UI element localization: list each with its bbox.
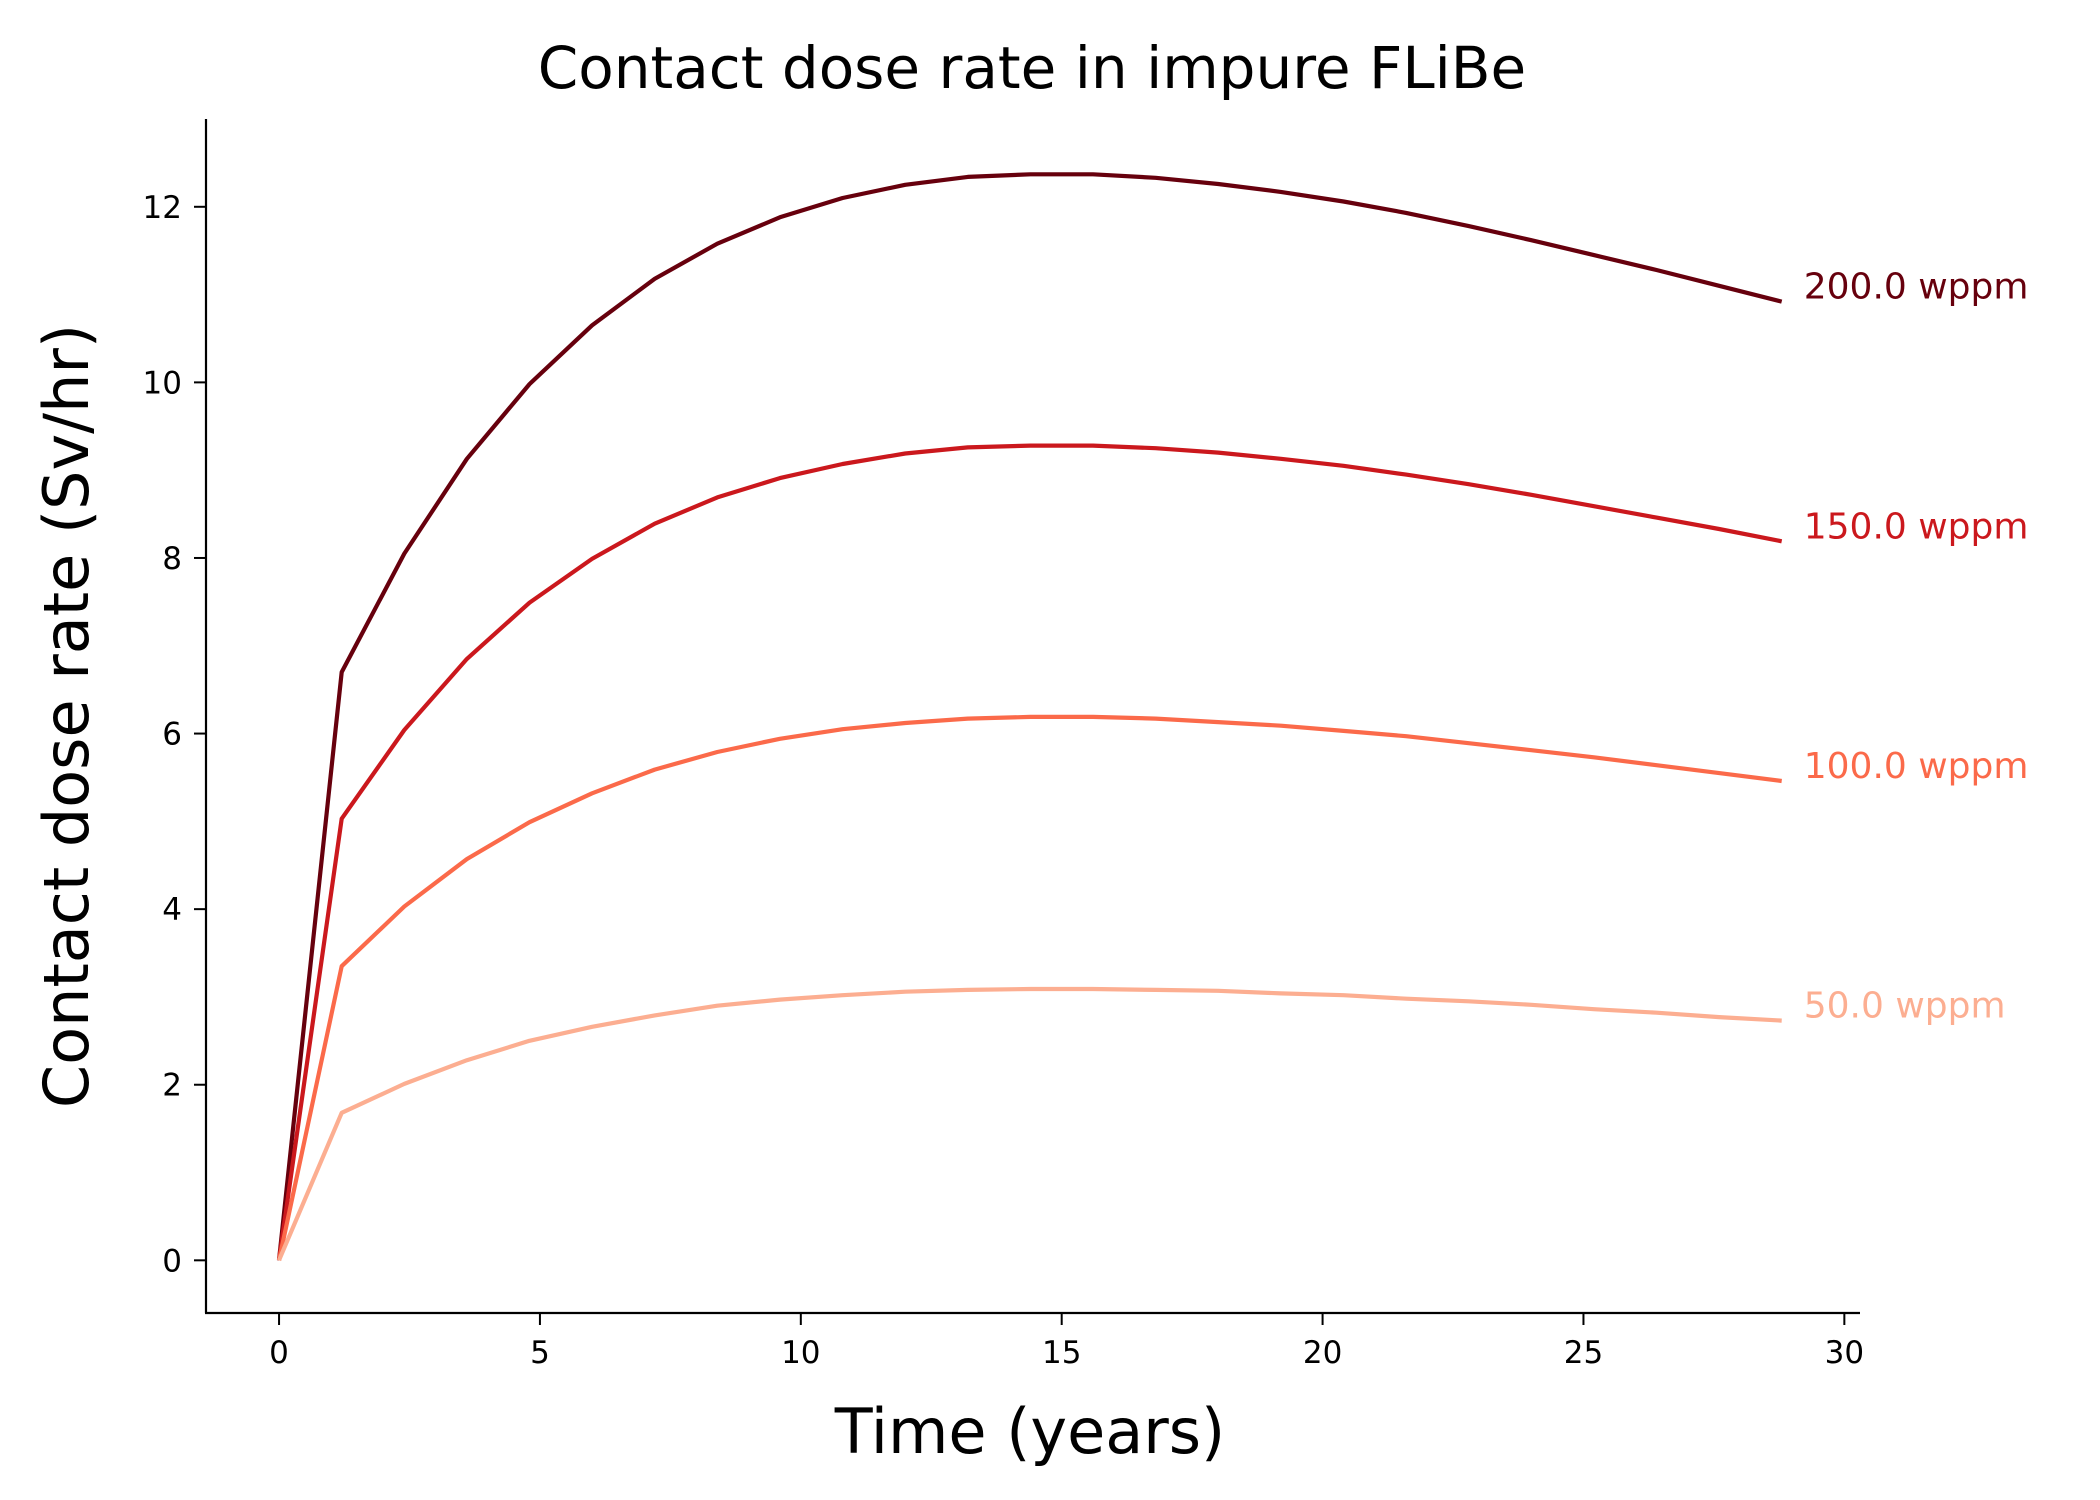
y-tick-label: 8 <box>162 541 182 577</box>
y-tick-label: 0 <box>162 1243 182 1279</box>
series-label: 200.0 wppm <box>1804 267 2029 308</box>
x-axis-title: Time (years) <box>834 1395 1225 1468</box>
series-line-100-0-wppm <box>276 714 1782 1261</box>
ticks-layer: 0 5 10 15 20 25 30 0 2 4 6 8 10 12 <box>143 190 1865 1371</box>
x-tick-label: 10 <box>781 1335 820 1371</box>
y-tick-label: 4 <box>162 892 182 928</box>
x-tick-label: 15 <box>1042 1335 1081 1371</box>
y-axis-title: Contact dose rate (Sv/hr) <box>30 324 103 1108</box>
x-tick-label: 5 <box>530 1335 550 1371</box>
chart-title: Contact dose rate in impure FLiBe <box>538 34 1526 102</box>
x-tick-label: 25 <box>1564 1335 1603 1371</box>
y-tick-label: 6 <box>162 717 182 753</box>
series-labels-layer: 200.0 wppm 150.0 wppm 100.0 wppm 50.0 wppm <box>1804 267 2029 1027</box>
x-tick-label: 0 <box>269 1335 289 1371</box>
series-label: 50.0 wppm <box>1804 986 2006 1027</box>
x-tick-label: 30 <box>1825 1335 1864 1371</box>
y-tick-label: 2 <box>162 1068 182 1104</box>
series-label: 100.0 wppm <box>1804 746 2029 787</box>
series-line-150-0-wppm <box>276 443 1783 1261</box>
x-tick-label: 20 <box>1303 1335 1342 1371</box>
series-layer <box>276 172 1783 1262</box>
series-label: 150.0 wppm <box>1804 506 2029 547</box>
y-tick-label: 12 <box>143 190 182 226</box>
series-line-200-0-wppm <box>276 172 1783 1261</box>
y-tick-label: 10 <box>143 365 182 401</box>
series-line-50-0-wppm <box>277 986 1782 1262</box>
